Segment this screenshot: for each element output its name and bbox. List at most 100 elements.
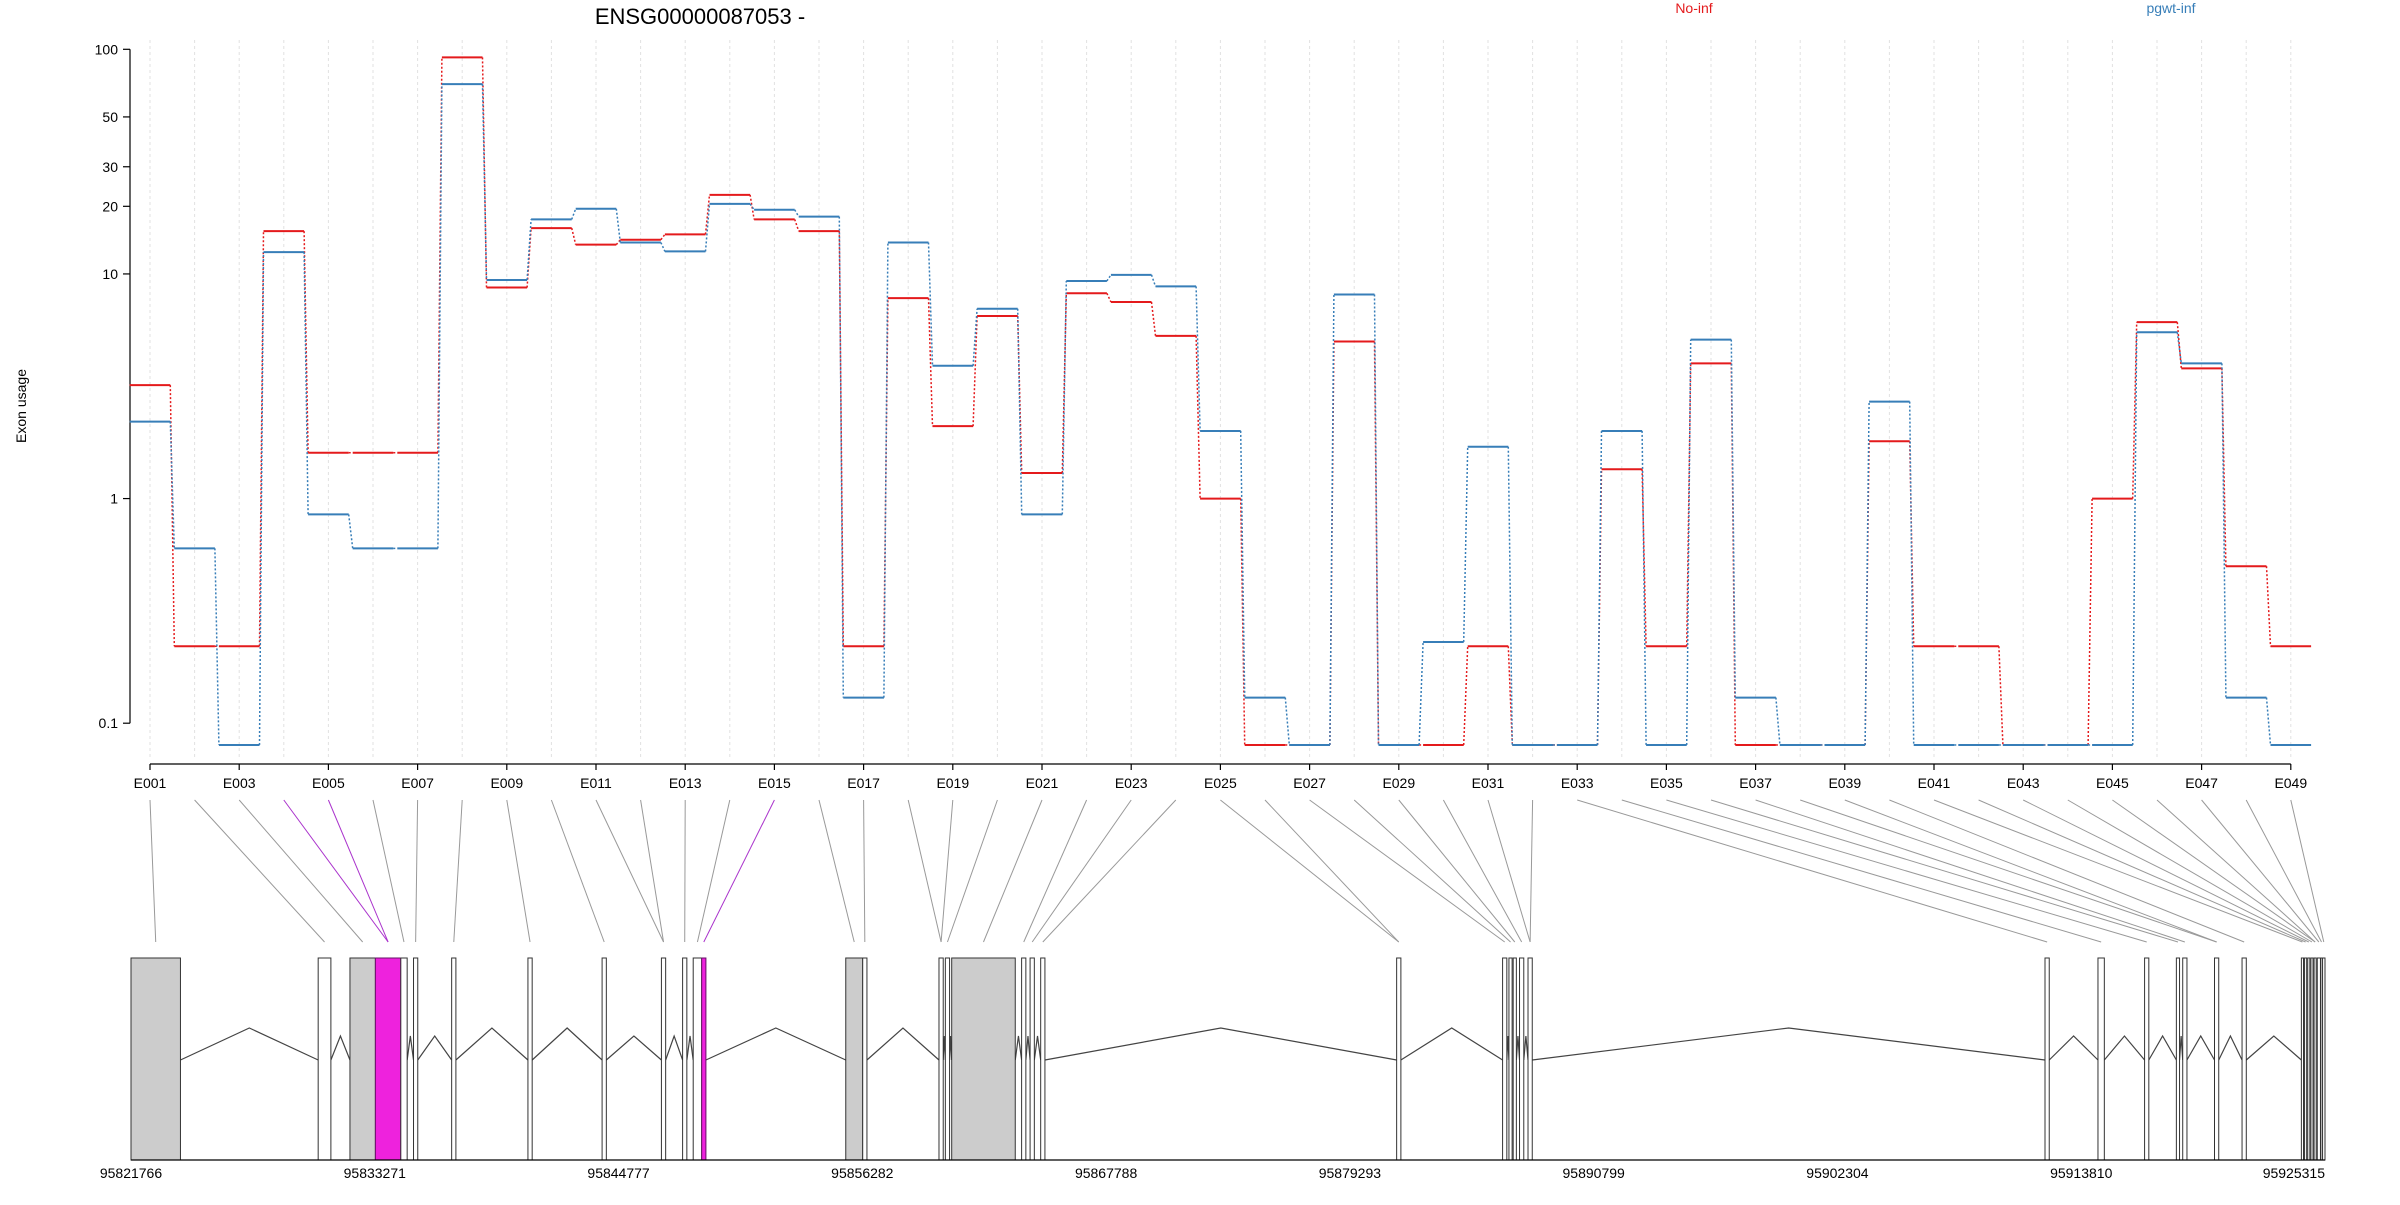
exon-connector: [941, 800, 953, 942]
exon-box: [2145, 958, 2149, 1160]
x-tick-label: E041: [1918, 775, 1951, 791]
exon-connector: [2157, 800, 2315, 942]
exon-connector: [284, 800, 388, 942]
exon-connector: [328, 800, 388, 942]
exon-connector: [1934, 800, 2302, 942]
series-connector: [1731, 340, 1735, 698]
y-tick-label: 50: [102, 109, 118, 125]
exon-connector: [704, 800, 775, 942]
exon-connector: [551, 800, 604, 942]
exon-connector: [1265, 800, 1399, 942]
exon-box: [1041, 958, 1045, 1160]
exon-box: [2045, 958, 2049, 1160]
exon-connector: [596, 800, 664, 942]
genomic-tick-label: 95833271: [344, 1165, 407, 1181]
genomic-tick-label: 95902304: [1806, 1165, 1869, 1181]
grid-layer: [150, 40, 2291, 758]
intron: [2187, 1036, 2215, 1060]
series-connector: [349, 514, 353, 548]
exon-connector: [239, 800, 362, 942]
intron: [1045, 1028, 1397, 1060]
exon-box: [661, 958, 665, 1160]
exon-box: [1509, 958, 1512, 1160]
exon-box: [945, 958, 949, 1160]
exon-connector: [507, 800, 530, 942]
series-connector: [929, 298, 933, 426]
intron: [1524, 1036, 1528, 1060]
exon-box: [2323, 958, 2325, 1160]
series-connector: [661, 243, 665, 252]
x-tick-label: E035: [1650, 775, 1683, 791]
exon-connector: [908, 800, 941, 942]
intron: [1026, 1036, 1030, 1060]
exon-box: [693, 958, 701, 1160]
exon-connector: [1032, 800, 1131, 942]
series-connector: [884, 243, 888, 698]
legend-no-inf: No-inf: [1675, 0, 1712, 16]
x-tick-label: E047: [2185, 775, 2218, 791]
y-tick-label: 100: [95, 41, 119, 57]
exon-connector: [416, 800, 418, 942]
x-tick-label: E033: [1561, 775, 1594, 791]
exon-connector: [373, 800, 404, 942]
genomic-tick-label: 95867788: [1075, 1165, 1138, 1181]
x-tick-label: E039: [1828, 775, 1861, 791]
exon-connector: [1488, 800, 1530, 942]
intron: [687, 1036, 693, 1060]
exon-box: [414, 958, 418, 1160]
series-connector: [1419, 642, 1423, 745]
exon-box: [1030, 958, 1034, 1160]
exon-connector: [864, 800, 865, 942]
exon-box: [2215, 958, 2219, 1160]
x-tick-label: E015: [758, 775, 791, 791]
exon-box: [318, 958, 331, 1160]
intron: [532, 1028, 602, 1060]
series-connector: [572, 209, 576, 220]
x-tick-label: E037: [1739, 775, 1772, 791]
series-connector: [1152, 275, 1156, 286]
exon-connector: [947, 800, 997, 942]
series-connector: [2267, 566, 2271, 646]
series-connector: [750, 195, 754, 220]
genomic-tick-label: 95856282: [831, 1165, 894, 1181]
x-tick-label: E045: [2096, 775, 2129, 791]
intron: [2246, 1036, 2301, 1060]
chart-title: ENSG00000087053 -: [595, 4, 805, 29]
exon-connector: [150, 800, 156, 942]
intron: [2149, 1036, 2177, 1060]
genomic-tick-label: 95890799: [1563, 1165, 1626, 1181]
series-connector: [1018, 309, 1022, 515]
exon-connector: [1043, 800, 1176, 942]
x-tick-label: E023: [1115, 775, 1148, 791]
exon-box: [2308, 958, 2310, 1160]
exon-connector: [195, 800, 325, 942]
y-tick-label: 1: [110, 491, 118, 507]
exon-box: [702, 958, 706, 1160]
exon-connector: [1756, 800, 2185, 942]
exon-box: [131, 958, 180, 1160]
genomic-tick-label: 95913810: [2050, 1165, 2113, 1181]
x-tick-label: E027: [1293, 775, 1326, 791]
legend-pgwt-inf: pgwt-inf: [2146, 0, 2195, 16]
exon-connector: [1443, 800, 1521, 942]
genomic-tick-label: 95821766: [100, 1165, 163, 1181]
exon-box: [602, 958, 606, 1160]
exon-box: [939, 958, 943, 1160]
x-tick-label: E009: [490, 775, 523, 791]
exon-connector: [454, 800, 462, 942]
x-tick-label: E029: [1382, 775, 1415, 791]
gene-model: [131, 958, 2325, 1160]
intron: [407, 1036, 413, 1060]
intron: [867, 1028, 939, 1060]
series-connector: [1464, 447, 1468, 642]
exon-box: [1022, 958, 1026, 1160]
series-connector: [170, 385, 174, 646]
intron: [2104, 1036, 2144, 1060]
exon-box: [2317, 958, 2320, 1160]
series-connector: [1152, 302, 1156, 336]
exon-box: [401, 958, 407, 1160]
x-tick-label: E003: [223, 775, 256, 791]
exon-box: [1513, 958, 1516, 1160]
